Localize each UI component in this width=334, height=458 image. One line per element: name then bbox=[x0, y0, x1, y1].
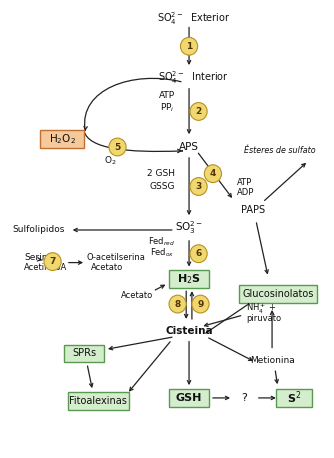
FancyBboxPatch shape bbox=[239, 285, 317, 303]
Text: GSH: GSH bbox=[176, 393, 202, 403]
FancyBboxPatch shape bbox=[169, 389, 209, 407]
Text: APS: APS bbox=[179, 142, 199, 152]
Text: 3: 3 bbox=[195, 182, 202, 191]
Text: O-acetilserina: O-acetilserina bbox=[87, 253, 146, 262]
Text: ADP: ADP bbox=[237, 188, 254, 197]
Text: ATP: ATP bbox=[237, 178, 252, 187]
Text: O$_2$: O$_2$ bbox=[104, 155, 116, 167]
Text: 9: 9 bbox=[197, 300, 204, 309]
Circle shape bbox=[44, 253, 61, 271]
Circle shape bbox=[190, 103, 207, 120]
Text: Cisteina: Cisteina bbox=[165, 326, 213, 336]
Text: PP$_i$: PP$_i$ bbox=[160, 101, 175, 114]
Text: ?: ? bbox=[241, 393, 247, 403]
Text: Serina: Serina bbox=[24, 253, 53, 262]
Text: 7: 7 bbox=[49, 257, 56, 266]
Circle shape bbox=[204, 165, 221, 183]
Text: ATP: ATP bbox=[159, 91, 175, 100]
Text: piruvato: piruvato bbox=[246, 314, 282, 323]
Text: H$_2$S: H$_2$S bbox=[177, 273, 201, 286]
Text: SPRs: SPRs bbox=[72, 349, 96, 359]
Text: Sulfolipidos: Sulfolipidos bbox=[13, 225, 65, 234]
Text: Acetil-CoA: Acetil-CoA bbox=[24, 263, 67, 272]
Text: 8: 8 bbox=[174, 300, 181, 309]
Circle shape bbox=[109, 138, 126, 156]
Text: Acetato: Acetato bbox=[121, 291, 153, 300]
FancyBboxPatch shape bbox=[169, 271, 209, 288]
Text: Fed$_{ox}$: Fed$_{ox}$ bbox=[150, 246, 175, 259]
FancyBboxPatch shape bbox=[276, 389, 312, 407]
Text: 2 GSH: 2 GSH bbox=[147, 169, 175, 178]
Text: SO$_4^{2-}$  Interior: SO$_4^{2-}$ Interior bbox=[158, 70, 229, 86]
Text: Metionina: Metionina bbox=[250, 356, 295, 365]
Circle shape bbox=[169, 295, 186, 313]
Text: NH$_4^+$ +: NH$_4^+$ + bbox=[246, 302, 277, 316]
FancyBboxPatch shape bbox=[64, 344, 104, 362]
Text: 2: 2 bbox=[195, 107, 202, 116]
Text: 4: 4 bbox=[210, 169, 216, 178]
Text: Fed$_{red}$: Fed$_{red}$ bbox=[148, 235, 175, 248]
Text: SO$_4^{2-}$  Exterior: SO$_4^{2-}$ Exterior bbox=[157, 10, 231, 27]
FancyBboxPatch shape bbox=[68, 392, 129, 410]
Circle shape bbox=[180, 38, 198, 55]
Text: S$^2$: S$^2$ bbox=[287, 390, 301, 406]
Text: 1: 1 bbox=[186, 42, 192, 51]
Text: 5: 5 bbox=[114, 142, 121, 152]
Text: Fitoalexinas: Fitoalexinas bbox=[69, 396, 127, 406]
Text: Ésteres de sulfato: Ésteres de sulfato bbox=[244, 147, 316, 155]
Circle shape bbox=[192, 295, 209, 313]
FancyBboxPatch shape bbox=[40, 130, 84, 148]
Text: 6: 6 bbox=[195, 249, 202, 258]
Text: Glucosinolatos: Glucosinolatos bbox=[242, 289, 314, 299]
Circle shape bbox=[190, 178, 207, 196]
Text: PAPS: PAPS bbox=[241, 205, 265, 215]
Text: SO$_3^{2-}$: SO$_3^{2-}$ bbox=[175, 220, 203, 236]
Text: GSSG: GSSG bbox=[149, 182, 175, 191]
Circle shape bbox=[190, 245, 207, 262]
Text: Acetato: Acetato bbox=[91, 263, 123, 272]
Text: H$_2$O$_2$: H$_2$O$_2$ bbox=[49, 132, 75, 146]
